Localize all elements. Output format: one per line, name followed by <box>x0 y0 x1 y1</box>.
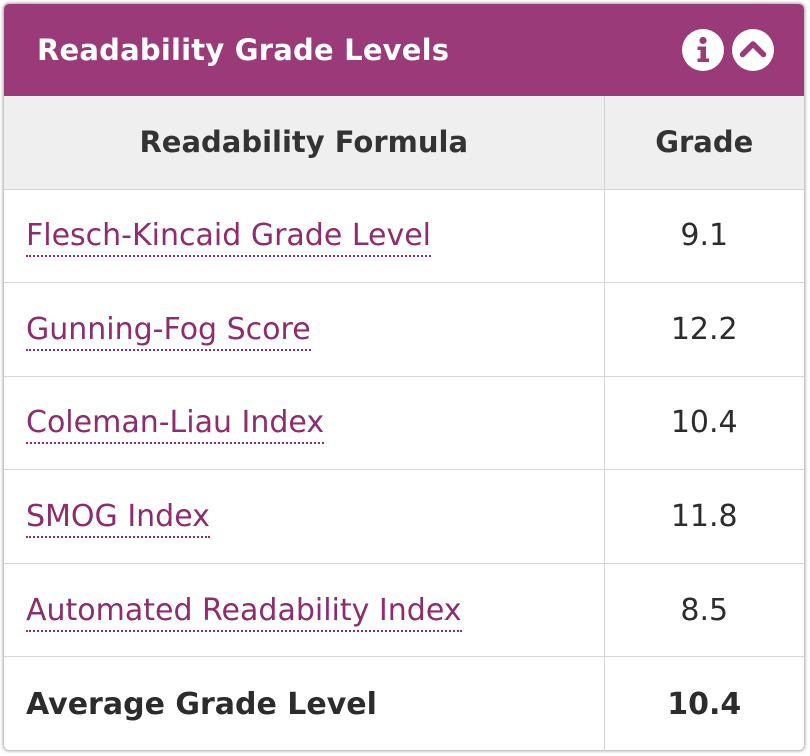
formula-cell: Automated Readability Index <box>4 563 605 658</box>
formula-link-flesch-kincaid[interactable]: Flesch-Kincaid Grade Level <box>26 218 432 258</box>
grade-cell: 12.2 <box>604 282 804 377</box>
panel-header: Readability Grade Levels <box>4 4 804 96</box>
formula-cell: SMOG Index <box>4 469 605 564</box>
formula-cell: Gunning-Fog Score <box>4 282 605 377</box>
readability-table: Readability Formula Grade Flesch-Kincaid… <box>4 96 804 750</box>
table-row: Coleman-Liau Index 10.4 <box>4 376 804 471</box>
header-icons <box>682 29 774 71</box>
table-row: Flesch-Kincaid Grade Level 9.1 <box>4 189 804 284</box>
average-grade: 10.4 <box>667 686 742 722</box>
grade-cell: 8.5 <box>604 563 804 658</box>
formula-link-gunning-fog[interactable]: Gunning-Fog Score <box>26 311 311 351</box>
formula-link-smog[interactable]: SMOG Index <box>26 499 210 539</box>
formula-cell: Coleman-Liau Index <box>4 376 605 471</box>
column-header-grade: Grade <box>604 96 804 190</box>
grade-cell: 11.8 <box>604 469 804 564</box>
readability-panel: Readability Grade Levels Readability For… <box>3 3 805 751</box>
table-row: Automated Readability Index 8.5 <box>4 563 804 658</box>
grade-cell: 9.1 <box>604 189 804 284</box>
table-header-row: Readability Formula Grade <box>4 96 804 190</box>
info-icon[interactable] <box>682 29 724 71</box>
chevron-up-icon[interactable] <box>732 29 774 71</box>
average-row: Average Grade Level 10.4 <box>4 656 804 750</box>
grade-cell: 10.4 <box>604 376 804 471</box>
table-row: Gunning-Fog Score 12.2 <box>4 282 804 377</box>
formula-link-coleman-liau[interactable]: Coleman-Liau Index <box>26 405 325 445</box>
formula-link-automated-readability[interactable]: Automated Readability Index <box>26 592 462 632</box>
column-header-formula: Readability Formula <box>4 96 605 190</box>
table-row: SMOG Index 11.8 <box>4 469 804 564</box>
average-label: Average Grade Level <box>4 656 605 750</box>
panel-title: Readability Grade Levels <box>37 33 450 67</box>
formula-cell: Flesch-Kincaid Grade Level <box>4 189 605 284</box>
